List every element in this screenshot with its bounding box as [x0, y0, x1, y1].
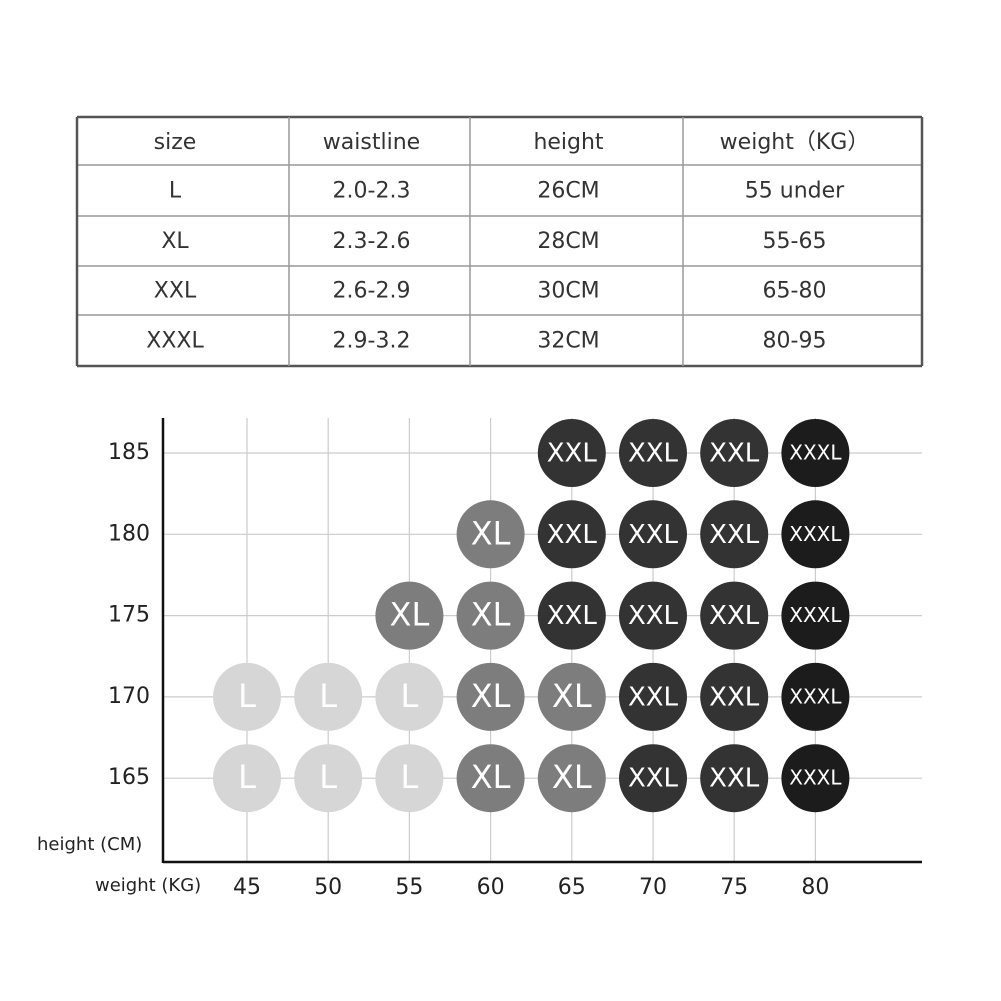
- table-cell: 65-80: [763, 279, 827, 304]
- size-dot: [375, 744, 444, 813]
- size-dot: [294, 662, 363, 731]
- table-cell: 55 under: [745, 179, 845, 204]
- y-tick-label: 175: [108, 603, 150, 628]
- size-dot: [537, 500, 606, 569]
- size-label: L: [319, 758, 337, 796]
- size-label: XL: [471, 514, 511, 552]
- size-dot: [456, 662, 525, 731]
- size-dot: [619, 419, 687, 487]
- size-label: XXL: [709, 682, 760, 712]
- table-header: height: [533, 130, 603, 155]
- table-cell: 2.3-2.6: [333, 229, 411, 254]
- size-label: XL: [471, 758, 511, 796]
- y-tick-label: 185: [108, 440, 150, 465]
- table-cell: 55-65: [763, 229, 827, 254]
- table-cell: XXXL: [146, 329, 204, 354]
- table-cell: 28CM: [537, 229, 599, 254]
- table-cell: 2.0-2.3: [333, 179, 411, 204]
- table-cell: 80-95: [763, 329, 827, 354]
- size-dot: [700, 581, 769, 650]
- size-dot: [456, 500, 525, 569]
- size-label: XXL: [709, 601, 760, 631]
- size-dot: [537, 581, 606, 650]
- size-label: XL: [471, 677, 511, 715]
- x-tick-label: 45: [233, 875, 261, 900]
- size-label: XXL: [628, 682, 679, 712]
- size-dot: [375, 662, 444, 731]
- size-dot: [619, 744, 687, 813]
- size-label: L: [319, 677, 337, 715]
- x-tick-label: 70: [639, 875, 667, 900]
- size-label: XXXL: [789, 684, 842, 708]
- size-label: XXL: [709, 764, 760, 794]
- size-dot: [700, 500, 769, 569]
- size-label: XXL: [628, 764, 679, 794]
- size-dot: [781, 662, 850, 731]
- size-dot: [700, 662, 769, 731]
- size-label: XL: [390, 596, 430, 634]
- size-label: XXL: [628, 601, 679, 631]
- size-dot: [213, 662, 281, 731]
- size-label: XXL: [628, 520, 679, 550]
- size-label: L: [238, 758, 256, 796]
- size-label: XXL: [547, 601, 598, 631]
- size-dot: [700, 744, 769, 813]
- size-label: L: [400, 758, 418, 796]
- size-label: XXXL: [789, 766, 842, 790]
- table-cell: 30CM: [537, 279, 599, 304]
- size-dot: [213, 744, 281, 813]
- x-tick-label: 65: [558, 875, 586, 900]
- x-tick-label: 55: [395, 875, 423, 900]
- size-dot: [619, 662, 687, 731]
- size-dot: [781, 500, 850, 569]
- size-dot: [619, 581, 687, 650]
- y-tick-label: 180: [108, 521, 150, 546]
- table-cell: XXL: [154, 279, 197, 304]
- size-label: XXL: [709, 439, 760, 469]
- size-label: L: [400, 677, 418, 715]
- size-dot: [537, 662, 606, 731]
- table-cell: 2.9-3.2: [333, 329, 411, 354]
- size-label: XXXL: [789, 441, 842, 465]
- table-header: waistline: [323, 130, 420, 155]
- size-label: XXL: [547, 520, 598, 550]
- size-label: XXXL: [789, 603, 842, 627]
- y-tick-label: 170: [108, 684, 150, 709]
- size-dot: [781, 581, 850, 650]
- size-label: L: [238, 677, 256, 715]
- x-tick-label: 60: [477, 875, 505, 900]
- table-cell: 32CM: [537, 329, 599, 354]
- x-axis-label: weight (KG): [95, 875, 201, 896]
- table-cell: 2.6-2.9: [333, 279, 411, 304]
- size-dot: [537, 419, 606, 487]
- table-cell: 26CM: [537, 179, 599, 204]
- size-label: XXL: [547, 439, 598, 469]
- size-label: XL: [552, 677, 592, 715]
- size-label: XL: [552, 758, 592, 796]
- size-dot: [294, 744, 363, 813]
- size-dot: [456, 744, 525, 813]
- x-tick-label: 75: [720, 875, 748, 900]
- table-header: size: [154, 130, 197, 155]
- table-header: weight（KG）: [720, 130, 870, 155]
- size-dot: [537, 744, 606, 813]
- size-dot: [781, 419, 850, 487]
- size-dot: [781, 744, 850, 813]
- table-cell: L: [169, 179, 182, 204]
- x-tick-label: 80: [801, 875, 829, 900]
- size-label: XXL: [709, 520, 760, 550]
- size-dot: [619, 500, 687, 569]
- size-dot: [375, 581, 444, 650]
- size-label: XL: [471, 596, 511, 634]
- x-tick-label: 50: [314, 875, 342, 900]
- size-dot: [700, 419, 769, 487]
- y-axis-label: height (CM): [37, 834, 142, 855]
- size-label: XXL: [628, 439, 679, 469]
- y-tick-label: 165: [108, 765, 150, 790]
- size-label: XXXL: [789, 522, 842, 546]
- table-cell: XL: [161, 229, 189, 254]
- size-dot: [456, 581, 525, 650]
